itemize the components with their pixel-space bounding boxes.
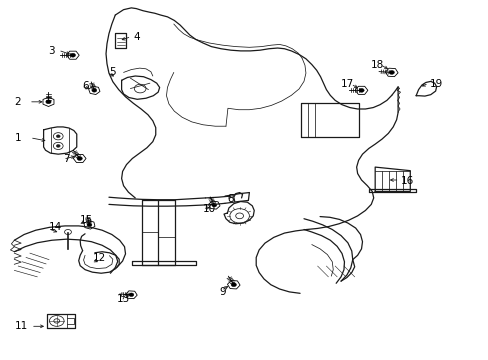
Circle shape xyxy=(70,53,75,57)
Text: 10: 10 xyxy=(202,204,215,215)
Text: 14: 14 xyxy=(48,222,61,232)
Text: 17: 17 xyxy=(340,79,354,89)
Circle shape xyxy=(92,89,97,92)
Text: 12: 12 xyxy=(92,253,105,263)
Circle shape xyxy=(46,100,51,104)
Circle shape xyxy=(388,71,394,75)
Circle shape xyxy=(77,157,82,161)
Text: 11: 11 xyxy=(14,321,27,331)
Text: 8: 8 xyxy=(226,194,233,204)
Circle shape xyxy=(129,293,134,297)
Text: 7: 7 xyxy=(63,154,70,164)
Text: 13: 13 xyxy=(117,294,130,304)
Text: 19: 19 xyxy=(429,79,442,89)
Circle shape xyxy=(56,135,60,138)
Text: 4: 4 xyxy=(133,32,140,41)
Text: 9: 9 xyxy=(219,287,225,297)
Circle shape xyxy=(56,144,60,147)
Circle shape xyxy=(87,223,92,227)
Text: 3: 3 xyxy=(48,46,55,56)
Text: 6: 6 xyxy=(82,81,89,91)
Circle shape xyxy=(231,283,236,287)
Text: 18: 18 xyxy=(370,60,384,70)
Text: 1: 1 xyxy=(14,133,21,143)
Circle shape xyxy=(211,203,216,207)
Text: 2: 2 xyxy=(14,97,21,107)
Text: 16: 16 xyxy=(400,176,413,186)
Text: 5: 5 xyxy=(109,67,115,77)
Text: 15: 15 xyxy=(80,215,93,225)
Circle shape xyxy=(358,89,364,92)
